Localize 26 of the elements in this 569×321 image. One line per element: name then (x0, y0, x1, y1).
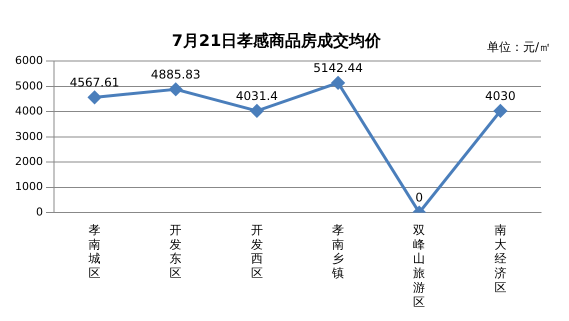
x-tick-label: 孝南乡镇 (331, 222, 344, 280)
y-tick-label: 2000 (14, 154, 43, 168)
y-tick-label: 5000 (14, 79, 43, 92)
data-label: 4030 (485, 89, 516, 104)
y-tick-label: 0 (36, 205, 43, 218)
y-tick-label: 6000 (14, 54, 43, 68)
data-label: 4031.4 (236, 89, 278, 103)
x-tick-label: 开发西区 (250, 222, 263, 280)
data-label: 0 (415, 190, 424, 205)
y-tick-label: 3000 (14, 130, 43, 143)
point (88, 90, 102, 104)
point (332, 76, 345, 90)
x-tick-label: 孝南城区 (88, 222, 101, 280)
x-tick-label: 南大经济区 (494, 222, 506, 295)
x-tick-label: 开发东区 (170, 222, 182, 280)
y-tick-label: 4000 (14, 104, 43, 118)
x-tick-label: 双峰山旅游区 (413, 222, 426, 309)
y-tick-label: 1000 (14, 180, 43, 194)
point (169, 82, 182, 96)
text: 单位：元/㎡ (486, 40, 551, 54)
data-label: 4567.61 (70, 75, 120, 90)
point (494, 104, 507, 118)
point (250, 104, 264, 118)
data-label: 4885.83 (150, 67, 201, 82)
data-label: 5142.44 (313, 60, 363, 75)
chart-title: 7月21日孝感商品房成交均价 (172, 30, 382, 50)
